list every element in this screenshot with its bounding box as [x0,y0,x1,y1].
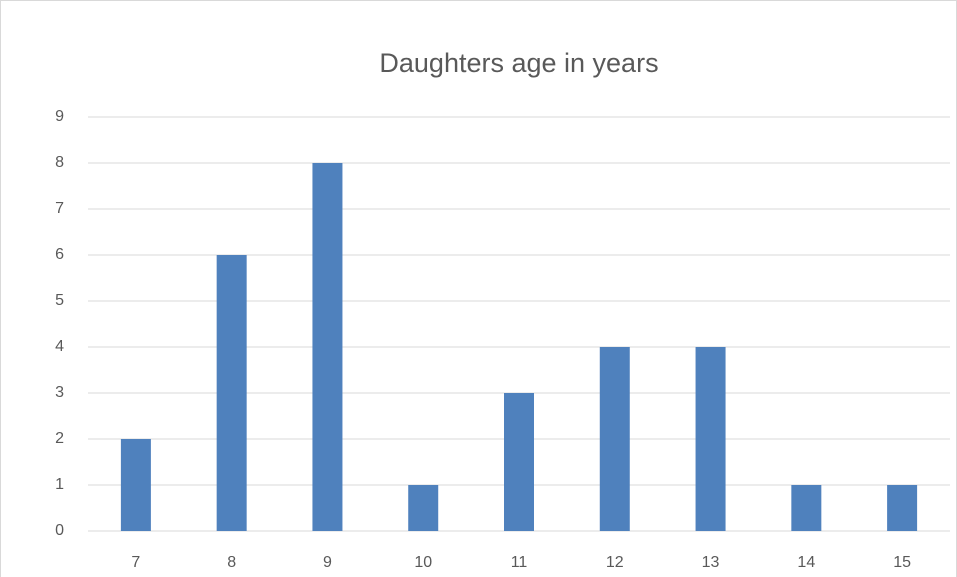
chart-title: Daughters age in years [379,48,658,78]
y-tick-label: 3 [55,384,64,401]
x-tick-label: 11 [511,554,528,571]
y-tick-label: 0 [55,522,64,539]
x-tick-label: 10 [414,554,432,571]
x-tick-label: 8 [227,554,236,571]
x-tick-label: 13 [702,554,720,571]
x-tick-label: 14 [797,554,815,571]
y-tick-label: 8 [55,154,64,171]
y-tick-label: 5 [55,292,64,309]
bar [599,347,630,531]
x-tick-label: 9 [323,554,332,571]
y-tick-label: 4 [55,338,64,355]
y-tick-label: 7 [55,200,64,217]
bar [887,485,918,531]
bar [120,439,151,531]
bar [504,393,534,531]
x-tick-label: 12 [606,554,624,571]
bar [312,163,343,531]
x-tick-label: 15 [893,554,911,571]
bar [791,485,822,531]
y-tick-label: 9 [55,108,64,125]
y-tick-label: 2 [55,430,64,447]
bar [695,347,726,531]
bar [408,485,439,531]
x-tick-label: 7 [131,554,140,571]
y-tick-label: 1 [55,476,64,493]
y-tick-label: 6 [55,246,64,263]
bar [216,255,247,531]
